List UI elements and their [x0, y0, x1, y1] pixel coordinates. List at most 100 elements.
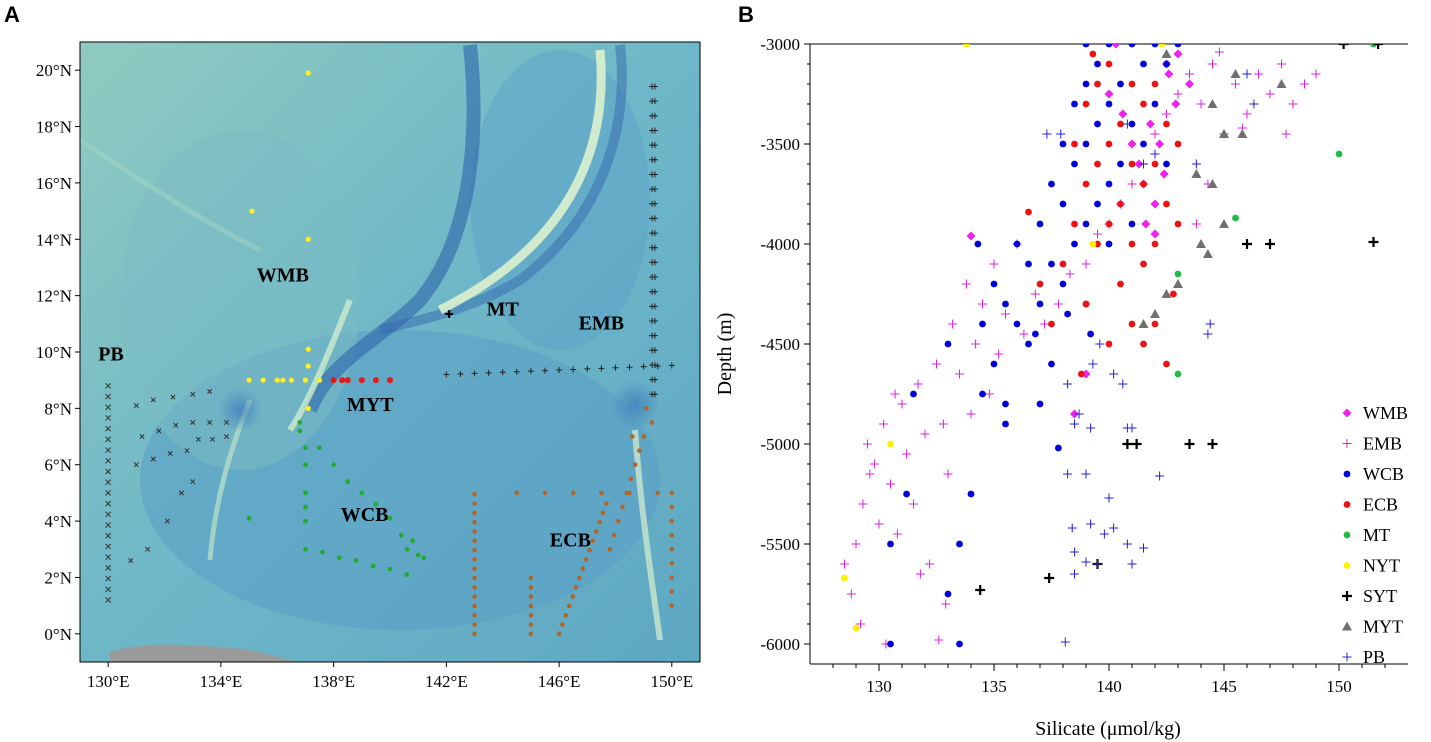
- station-plus: [640, 363, 647, 370]
- station-dot: [528, 603, 534, 609]
- station-dot: [649, 420, 655, 425]
- point-wcb: [1048, 360, 1055, 368]
- y-tick-label: -6000: [760, 635, 800, 654]
- map-lon-label: 138°E: [312, 672, 355, 691]
- station-dot: [570, 490, 576, 496]
- station-dot: [607, 546, 613, 552]
- point-wcb: [1036, 400, 1044, 408]
- point-ecb: [1151, 320, 1159, 328]
- station-dot: [472, 612, 477, 618]
- map-lat-label: 6°N: [44, 456, 72, 475]
- station-dot: [303, 445, 308, 451]
- legend-label-wmb: WMB: [1363, 403, 1408, 423]
- point-ecb: [1140, 100, 1147, 108]
- station-plus: [485, 369, 492, 376]
- station-dot: [472, 557, 477, 562]
- map-axes: 130°E 134°E 138°E 142°E 146°E 150°E 0°N 2°N 4°N 6…: [36, 61, 693, 691]
- point-pb: [1081, 469, 1091, 479]
- point-pb: [1104, 493, 1114, 503]
- point-ecb: [1082, 300, 1090, 308]
- point-wcb: [1082, 140, 1090, 148]
- series-emb: [840, 47, 1321, 649]
- point-syt: [1338, 44, 1349, 49]
- point-pb: [1070, 419, 1079, 429]
- point-syt: [1373, 44, 1384, 49]
- station-dot: [641, 434, 646, 439]
- point-wcb: [1105, 240, 1113, 248]
- point-wcb: [956, 540, 963, 548]
- station-plus: [651, 200, 658, 207]
- station-dot: [580, 566, 586, 572]
- x-tick-label: 140: [1096, 677, 1122, 696]
- point-wmb: [1171, 99, 1181, 109]
- station-dot: [528, 622, 534, 627]
- plot-points: [840, 44, 1384, 649]
- point-wcb: [1036, 220, 1044, 228]
- station-dot: [472, 510, 477, 516]
- station-plus: [584, 365, 591, 372]
- station-dot: [604, 501, 609, 506]
- point-ecb: [1105, 60, 1113, 68]
- station-dot: [669, 504, 675, 510]
- station-dot: [415, 552, 421, 558]
- point-syt: [1368, 237, 1379, 247]
- legend-label-wcb: WCB: [1363, 464, 1404, 484]
- panel-a-label: A: [4, 2, 20, 27]
- station-dot: [297, 428, 303, 434]
- station-dot: [410, 538, 415, 544]
- station-dot: [628, 476, 634, 482]
- point-pb: [1122, 539, 1132, 549]
- point-ecb: [1117, 120, 1124, 128]
- map-lat-label: 0°N: [44, 625, 72, 644]
- point-myt: [1202, 249, 1213, 258]
- point-emb: [915, 569, 925, 579]
- station-dot: [669, 490, 675, 496]
- point-wcb: [990, 360, 998, 368]
- station-dot: [302, 377, 309, 383]
- station-dot: [339, 377, 346, 384]
- station-dot: [599, 490, 604, 496]
- point-wcb: [1128, 220, 1136, 228]
- station-dot: [563, 612, 569, 618]
- station-plus: [651, 142, 658, 149]
- station-cross: [150, 456, 156, 462]
- point-emb: [1030, 289, 1040, 299]
- point-wcb: [1032, 330, 1039, 338]
- series-syt: [975, 44, 1384, 595]
- station-dot: [303, 546, 308, 552]
- point-wcb: [944, 340, 952, 348]
- station-plus: [651, 215, 658, 222]
- station-cross: [105, 586, 112, 593]
- station-dot: [528, 612, 534, 618]
- point-emb: [1019, 329, 1029, 339]
- point-emb: [938, 419, 948, 429]
- station-cross: [223, 419, 230, 426]
- x-tick-label: 145: [1211, 677, 1237, 696]
- station-dot: [373, 501, 379, 507]
- point-emb: [941, 599, 951, 609]
- point-ecb: [1048, 320, 1055, 328]
- point-myt: [1207, 179, 1218, 188]
- point-ecb: [1105, 340, 1113, 348]
- point-emb: [863, 439, 872, 449]
- point-emb: [1208, 59, 1217, 69]
- point-ecb: [1082, 180, 1090, 188]
- point-pb: [1070, 547, 1079, 557]
- legend-label-ecb: ECB: [1363, 495, 1398, 515]
- point-emb: [1185, 69, 1194, 79]
- point-wcb: [967, 490, 975, 498]
- point-pb: [1063, 379, 1073, 389]
- station-plus: [471, 370, 478, 377]
- point-myt: [1276, 79, 1287, 88]
- point-emb: [1311, 69, 1321, 79]
- point-emb: [984, 389, 994, 399]
- station-dot: [472, 529, 477, 534]
- station-dot: [472, 631, 477, 637]
- point-emb: [934, 635, 944, 645]
- point-emb: [897, 399, 907, 409]
- legend: WMB EMB WCB ECB MT NYT SYT MYT PB: [1342, 403, 1408, 667]
- station-dot: [514, 490, 520, 496]
- point-wmb: [1127, 139, 1137, 149]
- station-plus: [651, 186, 658, 193]
- point-wcb: [1025, 340, 1032, 348]
